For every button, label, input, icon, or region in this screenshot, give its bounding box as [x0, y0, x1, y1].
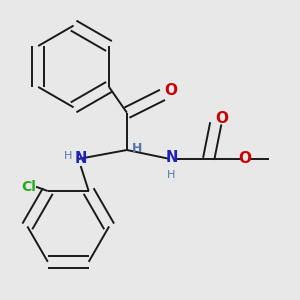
Text: H: H: [167, 170, 176, 180]
Text: N: N: [74, 152, 87, 166]
Text: Cl: Cl: [21, 180, 36, 194]
Text: N: N: [165, 150, 178, 165]
Text: H: H: [64, 151, 72, 161]
Text: O: O: [216, 110, 229, 125]
Text: O: O: [164, 83, 177, 98]
Text: O: O: [238, 152, 251, 166]
Text: H: H: [132, 142, 143, 155]
